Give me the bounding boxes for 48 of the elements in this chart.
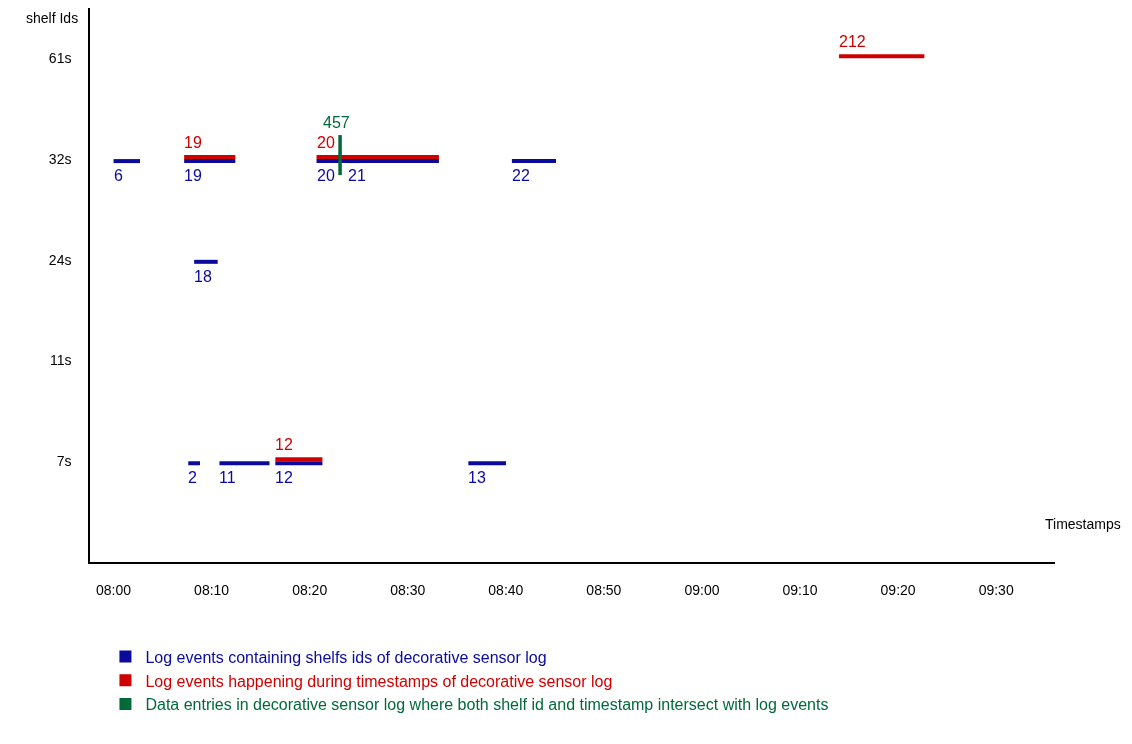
bar: [338, 135, 342, 176]
x-tick-label: 09:30: [978, 581, 1014, 598]
x-tick-label: 08:40: [488, 581, 524, 598]
annotation: 22: [512, 167, 530, 184]
y-tick-label: 32s: [48, 150, 72, 167]
y-tick-label: 61s: [48, 50, 72, 67]
x-tick-label: 08:10: [194, 581, 230, 598]
bar: [194, 259, 218, 264]
bar: [188, 461, 201, 466]
x-tick-label: 09:10: [782, 581, 818, 598]
annotation: 21: [348, 167, 366, 184]
annotation: 20: [317, 134, 335, 151]
annotation: 18: [194, 268, 212, 285]
annotation: 12: [275, 436, 293, 453]
annotation: 11: [219, 469, 236, 486]
bar: [316, 155, 439, 160]
x-tick-label: 09:00: [684, 581, 720, 598]
x-tick-label: 09:20: [880, 581, 916, 598]
annotation: 13: [468, 469, 486, 486]
x-tick-label: 08:50: [586, 581, 622, 598]
annotation: 20: [317, 167, 335, 184]
annotation: 12: [275, 469, 293, 486]
annotation: 212: [839, 33, 866, 50]
x-tick-label: 08:30: [390, 581, 426, 598]
bar: [511, 159, 557, 164]
x-tick-label: 08:00: [96, 581, 132, 598]
legend-label: Data entries in decorative sensor log where both shelf id and timestamp intersect with log events: [145, 696, 829, 714]
legend-label: Log events containing shelfs ids of decorative sensor log: [145, 648, 547, 666]
annotation: 19: [184, 134, 202, 151]
y-tick-label: 24s: [48, 251, 72, 268]
y-axis-title: shelf Ids: [26, 10, 79, 26]
x-tick-label: 08:20: [292, 581, 328, 598]
legend-label: Log events happening during timestamps of decorative sensor log: [145, 672, 613, 690]
annotation: 2: [188, 469, 197, 486]
bar: [275, 457, 323, 462]
annotation: 19: [184, 167, 202, 184]
bar: [184, 155, 236, 160]
y-tick-label: 11s: [49, 352, 72, 369]
bar: [219, 461, 270, 466]
annotation: 6: [114, 167, 123, 184]
bar: [184, 159, 236, 164]
bar: [275, 461, 323, 466]
bar: [468, 461, 507, 466]
annotation: 457: [323, 114, 350, 131]
bar: [113, 159, 141, 164]
bar: [839, 54, 925, 59]
y-tick-label: 7s: [56, 453, 72, 470]
x-axis-title: Timestamps: [1045, 516, 1121, 532]
